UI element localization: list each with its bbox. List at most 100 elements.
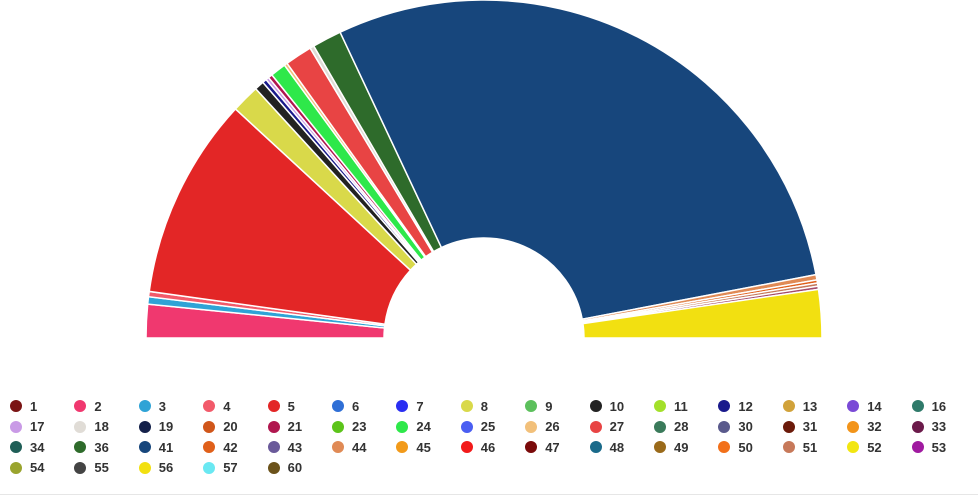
legend-label: 36 (94, 439, 109, 455)
legend-marker-icon (138, 461, 151, 474)
legend-item[interactable]: 44 (332, 438, 366, 456)
legend-marker-icon (267, 420, 280, 433)
legend-label: 13 (802, 398, 818, 414)
slice-41[interactable] (339, 0, 817, 321)
legend-marker-icon (460, 441, 473, 453)
legend-item[interactable]: 14 (847, 397, 882, 415)
legend-item[interactable]: 23 (332, 418, 366, 436)
legend-label: 4 (223, 398, 231, 414)
legend-marker-icon (138, 420, 151, 433)
legend-marker-icon (396, 400, 409, 412)
legend-label: 56 (158, 460, 174, 475)
legend-item[interactable]: 31 (782, 418, 818, 436)
legend-marker-icon (911, 400, 924, 412)
legend-label: 34 (30, 439, 45, 455)
legend-item[interactable]: 13 (782, 397, 818, 415)
legend-item[interactable]: 43 (267, 438, 302, 456)
legend-label: 47 (545, 439, 560, 455)
legend-marker-icon (460, 400, 473, 412)
legend-item[interactable]: 16 (911, 397, 947, 415)
legend-item[interactable]: 8 (460, 397, 488, 415)
legend-item[interactable]: 9 (525, 397, 552, 415)
legend-label: 57 (223, 460, 238, 475)
legend-item[interactable]: 10 (589, 397, 625, 415)
legend-marker-icon (460, 420, 473, 433)
legend-item[interactable]: 1 (10, 397, 37, 415)
legend-marker-icon (203, 441, 216, 453)
legend-label: 31 (802, 419, 818, 434)
legend-item[interactable]: 11 (654, 397, 688, 415)
legend-item[interactable]: 56 (138, 459, 174, 477)
legend-item[interactable]: 27 (589, 418, 624, 436)
legend-item[interactable]: 5 (267, 397, 295, 415)
legend-marker-icon (782, 420, 795, 433)
legend-item[interactable]: 25 (460, 418, 496, 436)
legend-marker-icon (654, 420, 666, 433)
legend-item[interactable]: 7 (396, 397, 424, 415)
legend-item[interactable]: 2 (74, 397, 102, 415)
legend-item[interactable]: 26 (525, 418, 560, 436)
legend-label: 3 (158, 398, 167, 414)
legend-item[interactable]: 21 (267, 418, 302, 436)
legend-label: 10 (609, 398, 625, 414)
legend-item[interactable]: 3 (138, 397, 167, 415)
legend-item[interactable]: 50 (718, 438, 753, 456)
legend-marker-icon (332, 420, 344, 433)
legend-label: 14 (867, 398, 882, 414)
legend-item[interactable]: 53 (911, 438, 946, 456)
legend-item[interactable]: 49 (654, 438, 688, 456)
legend-item[interactable]: 55 (74, 459, 109, 477)
legend-item[interactable]: 46 (460, 438, 495, 456)
legend-marker-icon (718, 441, 731, 453)
legend-marker-icon (138, 441, 151, 453)
legend-label: 24 (416, 419, 431, 434)
legend-item[interactable]: 30 (718, 418, 753, 436)
legend-item[interactable]: 57 (203, 459, 238, 477)
legend-marker-icon (589, 400, 602, 412)
legend-label: 55 (94, 460, 109, 475)
legend-item[interactable]: 42 (203, 438, 238, 456)
legend-item[interactable]: 47 (525, 438, 560, 456)
legend-item[interactable]: 34 (10, 438, 44, 456)
legend-item[interactable]: 18 (74, 418, 109, 436)
legend-item[interactable]: 60 (267, 459, 303, 477)
legend-item[interactable]: 32 (847, 418, 882, 436)
legend-item[interactable]: 6 (332, 397, 359, 415)
legend-item[interactable]: 51 (782, 438, 817, 456)
legend-marker-icon (203, 400, 216, 412)
legend-item[interactable]: 52 (847, 438, 882, 456)
legend-marker-icon (267, 441, 280, 453)
legend-label: 41 (158, 439, 174, 455)
legend-label: 25 (480, 419, 496, 434)
legend-item[interactable]: 17 (10, 418, 44, 436)
legend-item[interactable]: 12 (718, 397, 753, 415)
legend-item[interactable]: 4 (203, 397, 230, 415)
slice-5[interactable] (148, 107, 412, 326)
legend-marker-icon (332, 441, 344, 453)
legend-marker-icon (589, 441, 602, 453)
legend-marker-icon (10, 461, 22, 474)
legend-item[interactable]: 45 (396, 438, 431, 456)
legend-label: 60 (287, 460, 303, 475)
legend-item[interactable]: 19 (138, 418, 173, 436)
legend-label: 33 (931, 419, 947, 434)
legend-label: 48 (609, 439, 625, 455)
legend-label: 45 (416, 439, 431, 455)
legend-item[interactable]: 54 (10, 459, 44, 477)
legend-item[interactable]: 36 (74, 438, 109, 456)
legend-item[interactable]: 24 (396, 418, 431, 436)
legend-item[interactable]: 28 (654, 418, 688, 436)
legend-marker-icon (203, 461, 216, 474)
legend-label: 50 (738, 439, 753, 455)
legend-item[interactable]: 20 (203, 418, 238, 436)
legend-item[interactable]: 48 (589, 438, 625, 456)
legend-marker-icon (782, 400, 795, 412)
slice-56[interactable] (582, 288, 823, 339)
legend-item[interactable]: 41 (138, 438, 174, 456)
bottom-divider (0, 494, 978, 495)
legend-marker-icon (74, 420, 87, 433)
legend-marker-icon (138, 400, 151, 412)
legend-item[interactable]: 33 (911, 418, 947, 436)
legend-label: 16 (931, 398, 947, 414)
legend-label: 54 (30, 460, 45, 475)
